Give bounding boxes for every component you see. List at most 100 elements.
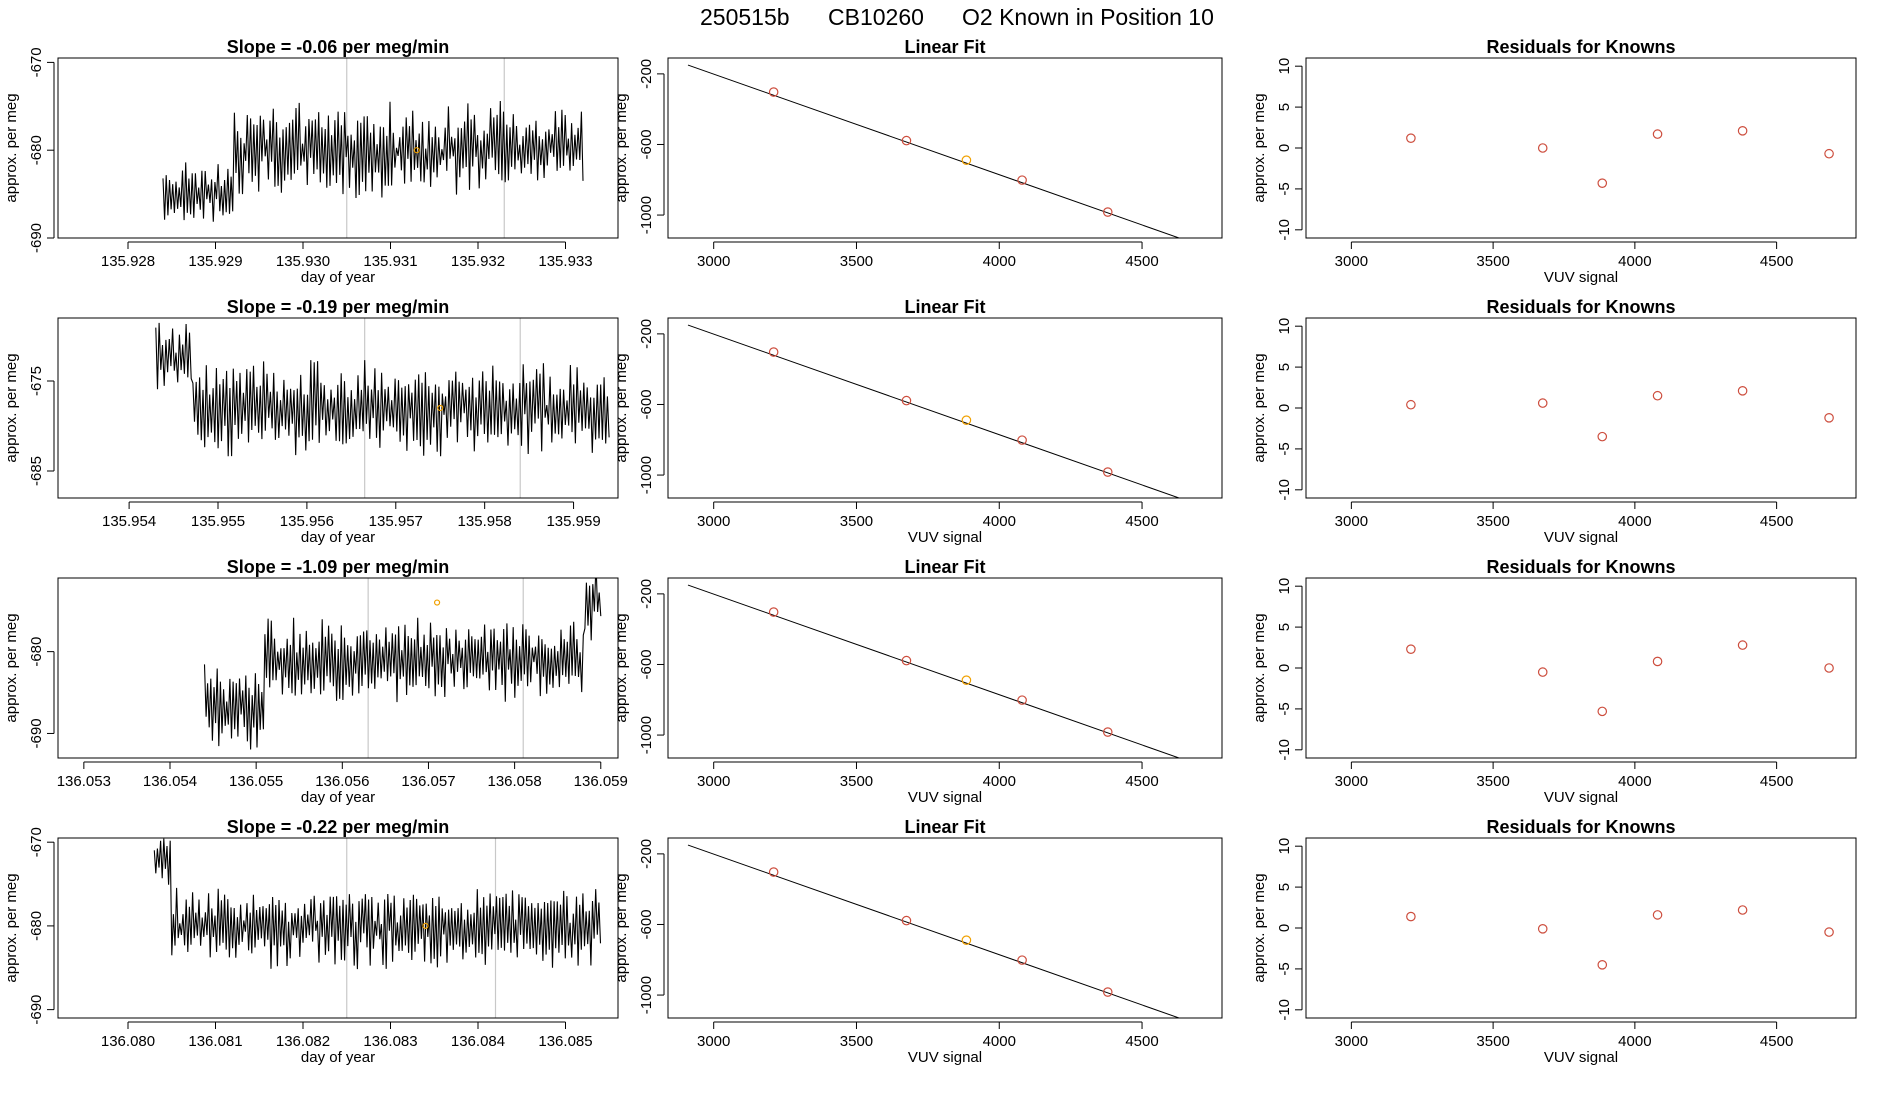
linear-fit-panel-3: Linear Fit 3000 3500 4000 4500 VUV signal -100… xyxy=(613,557,1223,806)
data-point xyxy=(1597,431,1608,442)
timeseries-panel-1: Slope = -0.06 per meg/min 135.928 135.929 1… xyxy=(3,37,619,286)
plot-area xyxy=(687,64,1197,238)
timeseries-panel-4: Slope = -0.22 per meg/min 136.080 136.081 1… xyxy=(3,817,619,1066)
x-tick-label: 3500 xyxy=(840,253,873,270)
plot-frame xyxy=(1305,317,1857,499)
x-tick-label: 3500 xyxy=(840,773,873,790)
plot-frame xyxy=(1305,577,1857,759)
y-tick-label: -685 xyxy=(28,456,45,486)
data-point xyxy=(1597,706,1608,717)
x-tick-label: 135.959 xyxy=(546,513,600,530)
data-point xyxy=(1597,960,1608,970)
y-axis-label: approx. per meg xyxy=(613,613,630,722)
x-tick-label: 135.957 xyxy=(369,513,423,530)
y-tick-label: -10 xyxy=(1276,479,1293,501)
x-tick-label: 136.080 xyxy=(101,1033,155,1050)
x-tick-label: 135.930 xyxy=(276,253,330,270)
x-tick-label: 3000 xyxy=(697,513,730,530)
x-tick-label: 4500 xyxy=(1760,1033,1793,1050)
plot-frame xyxy=(57,57,619,239)
plot-area xyxy=(1406,905,1834,970)
y-axis-label: approx. per meg xyxy=(1251,93,1268,202)
data-point xyxy=(1652,390,1663,401)
data-point xyxy=(1406,399,1416,410)
x-axis-label: day of year xyxy=(301,529,375,546)
signal-series-line xyxy=(155,322,610,457)
x-tick-label: 4000 xyxy=(983,253,1016,270)
data-point xyxy=(1737,640,1748,650)
x-tick-label: 4000 xyxy=(983,773,1016,790)
plot-frame xyxy=(1305,837,1857,1019)
x-tick-label: 136.054 xyxy=(143,773,197,790)
x-tick-label: 136.082 xyxy=(276,1033,330,1050)
figure-title-tank-id: CB10260 xyxy=(828,4,924,30)
data-point xyxy=(901,655,912,666)
x-tick-label: 3500 xyxy=(1476,1033,1509,1050)
y-tick-label: 10 xyxy=(1276,58,1293,75)
y-tick-label: 5 xyxy=(1276,103,1293,111)
x-axis-label: VUV signal xyxy=(908,529,982,546)
x-tick-label: 3000 xyxy=(697,1033,730,1050)
y-tick-label: -600 xyxy=(638,649,655,679)
plot-frame xyxy=(667,57,1223,239)
data-point xyxy=(1537,143,1548,153)
y-tick-label: 10 xyxy=(1276,838,1293,855)
x-tick-label: 135.932 xyxy=(451,253,505,270)
x-tick-label: 135.955 xyxy=(191,513,245,530)
x-tick-label: 3000 xyxy=(1335,1033,1368,1050)
y-tick-label: -200 xyxy=(638,319,655,349)
plot-area xyxy=(155,322,610,457)
y-tick-label: -10 xyxy=(1276,999,1293,1021)
x-tick-label: 135.954 xyxy=(102,513,156,530)
y-tick-label: 0 xyxy=(1276,924,1293,932)
data-point xyxy=(1537,398,1548,408)
panel-title: Residuals for Knowns xyxy=(1486,557,1675,577)
plot-area xyxy=(162,100,584,222)
panel-title: Linear Fit xyxy=(904,557,985,577)
x-tick-label: 135.956 xyxy=(280,513,334,530)
data-point xyxy=(1192,757,1197,758)
x-tick-label: 4500 xyxy=(1125,513,1158,530)
data-point xyxy=(1102,987,1113,997)
y-axis-label: approx. per meg xyxy=(613,353,630,462)
y-tick-label: -600 xyxy=(638,909,655,939)
highlight-point xyxy=(413,147,420,154)
plot-area xyxy=(687,324,1197,498)
data-point xyxy=(1537,667,1548,677)
data-point xyxy=(1192,497,1197,498)
y-tick-label: 0 xyxy=(1276,404,1293,412)
x-axis-label: day of year xyxy=(301,269,375,286)
data-point xyxy=(768,607,779,617)
fit-line xyxy=(687,64,1181,238)
plot-frame xyxy=(667,837,1223,1019)
data-point xyxy=(1824,663,1834,673)
data-point xyxy=(1192,237,1197,238)
residuals-panel-2: Residuals for Knowns 3000 3500 4000 4500 VUV … xyxy=(1251,297,1857,546)
data-point xyxy=(1824,927,1834,937)
y-tick-label: 5 xyxy=(1276,883,1293,891)
x-tick-label: 4500 xyxy=(1760,773,1793,790)
x-axis-label: day of year xyxy=(301,789,375,806)
data-point xyxy=(1017,175,1027,185)
y-axis-label: approx. per meg xyxy=(3,873,20,982)
x-tick-label: 4500 xyxy=(1125,773,1158,790)
linear-fit-panel-1: Linear Fit 3000 3500 4000 4500 -1000 -600 -200 a… xyxy=(613,37,1223,270)
plot-frame xyxy=(57,577,619,759)
x-tick-label: 135.928 xyxy=(101,253,155,270)
plot-frame xyxy=(57,837,619,1019)
y-axis-label: approx. per meg xyxy=(613,873,630,982)
y-tick-label: -1000 xyxy=(638,456,655,494)
y-tick-label: -670 xyxy=(28,47,45,77)
data-point xyxy=(901,915,912,926)
y-tick-label: 5 xyxy=(1276,363,1293,371)
y-tick-label: -600 xyxy=(638,129,655,159)
y-axis-label: approx. per meg xyxy=(1251,613,1268,722)
highlight-point xyxy=(433,599,441,606)
x-axis-label: VUV signal xyxy=(1544,269,1618,286)
data-point xyxy=(1406,133,1416,143)
y-tick-label: -200 xyxy=(638,839,655,869)
x-axis-label: VUV signal xyxy=(1544,789,1618,806)
panel-title: Residuals for Knowns xyxy=(1486,37,1675,57)
x-tick-label: 136.085 xyxy=(538,1033,592,1050)
